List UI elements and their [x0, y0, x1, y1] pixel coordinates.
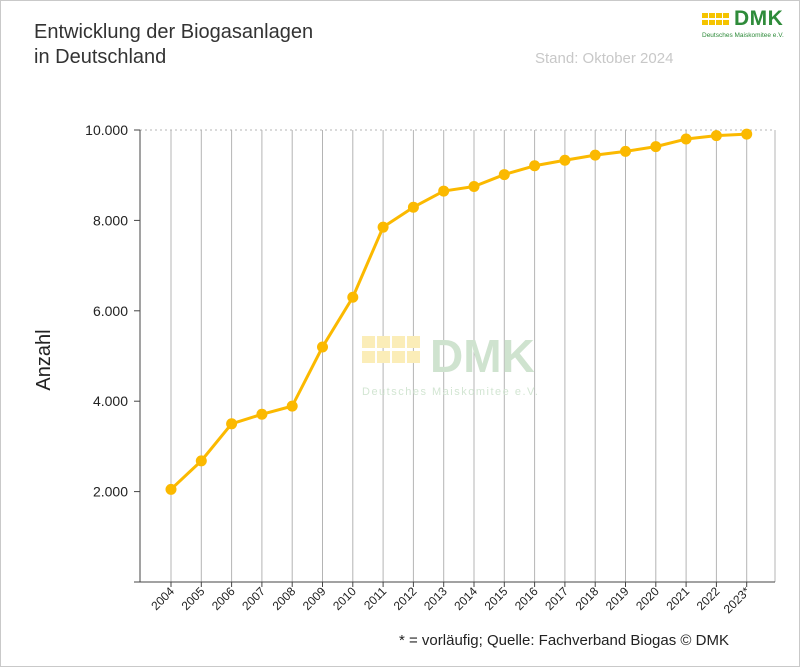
data-point — [529, 160, 541, 172]
watermark-square — [392, 351, 405, 363]
x-tick-label: 2010 — [330, 584, 359, 613]
data-point — [256, 408, 268, 420]
x-tick-label: 2013 — [421, 584, 450, 613]
watermark: DMK Deutsches Maiskomitee e.V. — [362, 330, 539, 398]
x-tick-label: 2019 — [603, 584, 632, 613]
data-point — [650, 141, 662, 153]
x-tick-label: 2007 — [239, 584, 268, 613]
data-point — [317, 341, 328, 353]
data-point — [347, 291, 359, 303]
data-point — [741, 128, 753, 140]
x-tick-label: 2009 — [300, 584, 329, 613]
x-tick-labels: 2004 2005 2006 2007 2008 2009 2010 2011 2012 2013… — [148, 584, 753, 616]
chart-title: Entwicklung der Biogasanlagen in Deutsch… — [34, 21, 314, 68]
chart-axes — [134, 129, 775, 587]
data-point — [559, 154, 571, 166]
watermark-square — [392, 336, 405, 348]
x-tick-label: 2018 — [573, 584, 602, 613]
data-point — [468, 181, 480, 192]
data-point — [620, 145, 631, 157]
data-point — [680, 133, 692, 145]
watermark-grid-icon — [362, 336, 420, 363]
chart-grid — [140, 129, 776, 582]
logo-text: DMK — [734, 7, 784, 30]
data-series — [165, 128, 753, 495]
x-tick-label: 2021 — [663, 584, 692, 613]
x-tick-label: 2006 — [209, 584, 238, 613]
x-tick-label: 2015 — [482, 584, 511, 613]
watermark-square — [362, 351, 375, 363]
x-tick-label: 2023* — [721, 584, 753, 616]
y-axis-label: Anzahl — [33, 329, 55, 390]
data-point — [498, 169, 510, 181]
data-point — [165, 483, 177, 495]
y-tick-label: 6.000 — [93, 303, 128, 319]
x-tick-label: 2008 — [270, 584, 299, 613]
x-tick-label: 2012 — [391, 584, 420, 613]
watermark-square — [407, 351, 420, 363]
x-tick-label: 2014 — [451, 584, 480, 613]
watermark-square — [407, 336, 420, 348]
y-tick-labels: 2.000 4.000 6.000 8.000 10.000 — [85, 122, 128, 500]
watermark-square — [377, 336, 390, 348]
logo-subtitle: Deutsches Maiskomitee e.V. — [702, 32, 784, 39]
source-note: * = vorläufig; Quelle: Fachverband Bioga… — [399, 632, 729, 649]
x-tick-label: 2004 — [148, 584, 177, 613]
data-point — [195, 455, 207, 467]
x-tick-label: 2016 — [512, 584, 541, 613]
data-point — [438, 185, 450, 197]
watermark-subtitle: Deutsches Maiskomitee e.V. — [362, 386, 539, 398]
x-tick-label: 2017 — [542, 584, 571, 613]
logo-grid-icon — [702, 13, 729, 25]
data-point — [286, 400, 298, 412]
data-point — [226, 418, 238, 430]
stand-date: Stand: Oktober 2024 — [535, 50, 674, 67]
x-tick-label: 2022 — [694, 584, 723, 613]
x-tick-label: 2020 — [633, 584, 662, 613]
data-point — [589, 149, 601, 161]
x-tick-label: 2005 — [179, 584, 208, 613]
y-tick-label: 2.000 — [93, 484, 128, 500]
series-line — [169, 132, 747, 491]
x-tick-label: 2011 — [361, 584, 389, 612]
y-tick-label: 4.000 — [93, 393, 128, 409]
watermark-square — [362, 336, 375, 348]
data-point — [710, 130, 722, 142]
data-point — [407, 201, 419, 213]
watermark-square — [377, 351, 390, 363]
y-tick-label: 8.000 — [93, 212, 128, 228]
data-point — [377, 221, 389, 233]
watermark-text: DMK — [430, 330, 535, 382]
dmk-logo-icon — [702, 13, 729, 25]
y-tick-label: 10.000 — [85, 122, 128, 138]
